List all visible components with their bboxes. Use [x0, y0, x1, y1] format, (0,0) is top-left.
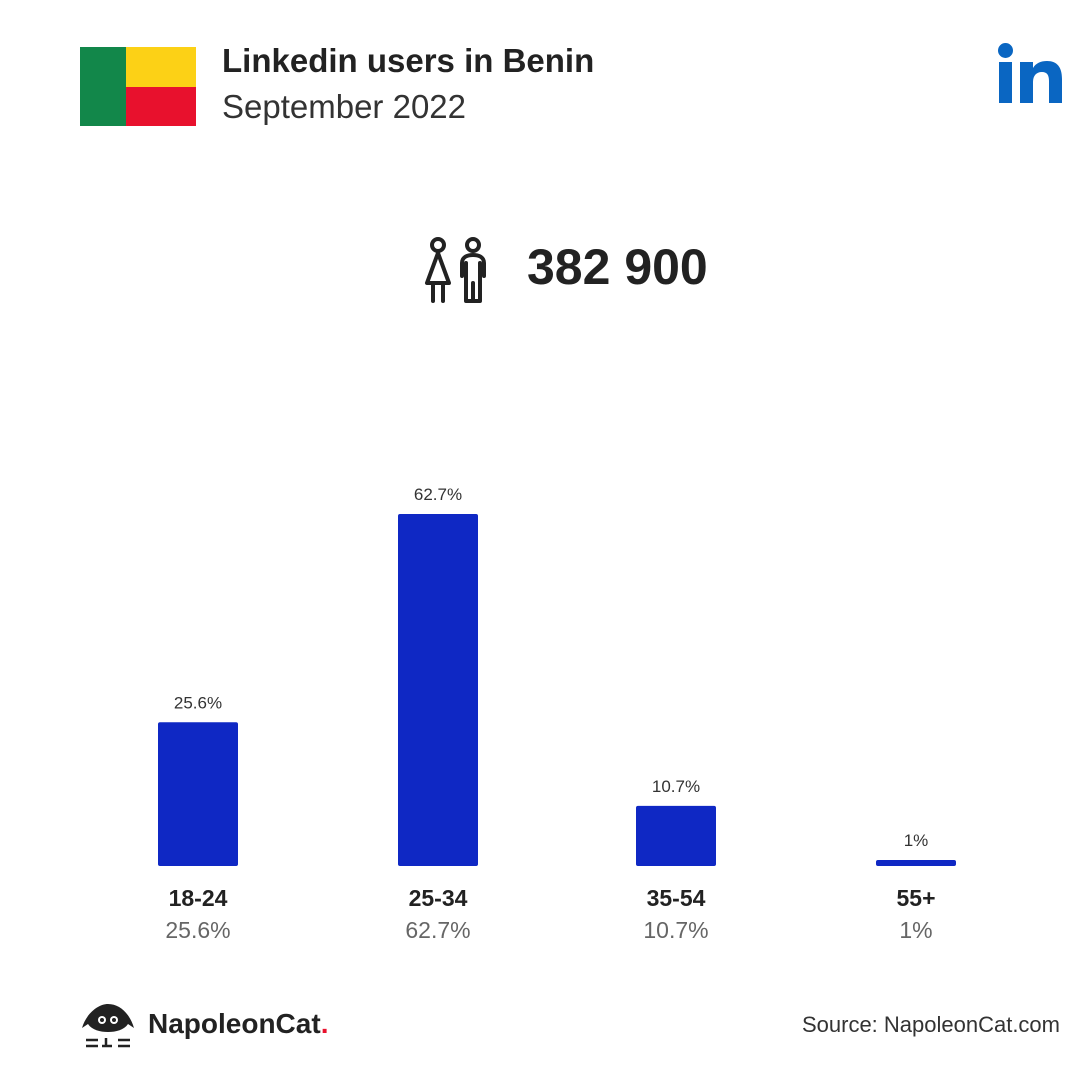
brand-dot: . [320, 1008, 329, 1039]
category-label: 55+ [896, 885, 935, 911]
page-title: Linkedin users in Benin [222, 42, 595, 79]
category-percent-label: 62.7% [405, 917, 470, 943]
category-percent-label: 10.7% [643, 917, 708, 943]
napoleoncat-brand: NapoleonCat. [148, 1008, 328, 1040]
bar-value-label: 62.7% [414, 485, 462, 504]
flag-green-stripe [80, 47, 126, 126]
category-percent-label: 25.6% [165, 917, 230, 943]
people-icon [425, 237, 486, 303]
flag-yellow-stripe [126, 47, 196, 87]
category-percent-label: 1% [899, 917, 932, 943]
total-users-value: 382 900 [527, 239, 708, 295]
age-bar-chart: 25.6% 18-24 25.6% 62.7% 25-34 62.7% 10.7% 35-54… [158, 485, 956, 943]
bar-value-label: 10.7% [652, 777, 700, 796]
napoleoncat-logo-icon [82, 1004, 134, 1048]
bar-value-label: 1% [904, 831, 929, 850]
bar-value-label: 25.6% [174, 693, 222, 712]
bar-25-34 [398, 514, 478, 866]
brand-name: NapoleonCat [148, 1008, 321, 1039]
category-label: 25-34 [409, 885, 468, 911]
category-label: 18-24 [169, 885, 228, 911]
category-label: 35-54 [647, 885, 706, 911]
bar-35-54 [636, 805, 716, 866]
bar-55+ [876, 860, 956, 866]
page-subtitle: September 2022 [222, 88, 467, 125]
flag-red-stripe [126, 87, 196, 126]
benin-flag [80, 47, 196, 126]
source-credit: Source: NapoleonCat.com [801, 1012, 1060, 1037]
linkedin-icon [998, 43, 1062, 103]
bar-18-24 [158, 722, 238, 866]
